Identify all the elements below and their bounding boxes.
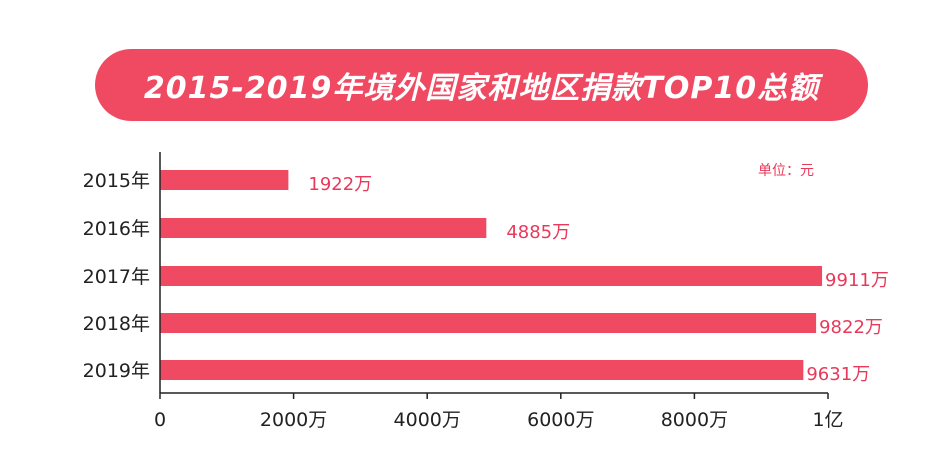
chart-title: 2015-2019年境外国家和地区捐款TOP10总额 [143,71,820,106]
bar-2017 [160,266,823,286]
axes-group: 2015年 2016年 2017年 2018年 2019年 0 2000万 4000万 6000… [83,152,844,431]
value-label: 4885万 [506,222,570,243]
value-label: 9631万 [806,364,870,385]
value-label: 1922万 [308,174,372,195]
bar-2018 [160,313,817,333]
bar-2019 [160,360,804,380]
unit-note: 单位：元 [758,163,814,179]
x-tick-label: 2000万 [260,409,327,431]
title-banner: 2015-2019年境外国家和地区捐款TOP10总额 [95,49,868,121]
category-label: 2015年 [83,170,150,192]
value-label: 9822万 [819,317,883,338]
category-label: 2019年 [83,360,150,382]
x-tick-label: 1亿 [812,409,843,431]
category-label: 2017年 [83,266,150,288]
x-tick-label: 0 [154,409,166,431]
bar-2015 [160,170,289,190]
category-label: 2016年 [83,218,150,240]
value-label: 9911万 [825,270,889,291]
x-tick-label: 6000万 [527,409,594,431]
bar-2016 [160,218,487,238]
bars-group: 1922万 4885万 9911万 9822万 9631万 [160,170,889,385]
category-label: 2018年 [83,313,150,335]
x-tick-label: 4000万 [394,409,461,431]
x-tick-label: 8000万 [661,409,728,431]
